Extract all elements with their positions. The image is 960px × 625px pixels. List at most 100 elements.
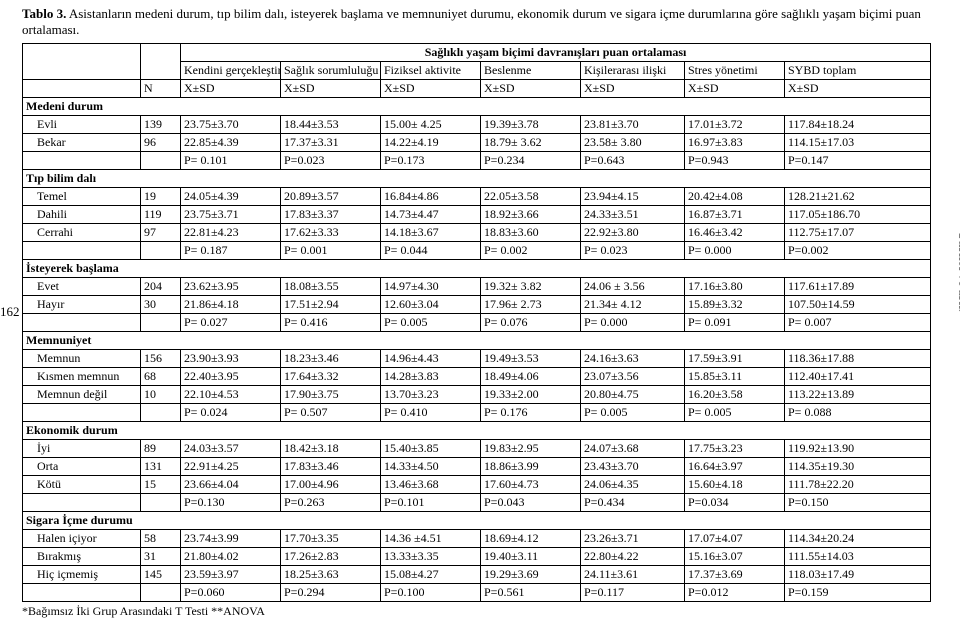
cell: P=0.234 [481,151,581,169]
cell: 15.08±4.27 [381,565,481,583]
cell: 24.16±3.63 [581,349,685,367]
col-s-4: X±SD [481,79,581,97]
cell: 128.21±21.62 [785,187,931,205]
cell: 18.86±3.99 [481,457,581,475]
cell: 23.75±3.71 [181,205,281,223]
section-header: Sigara İçme durumu [23,511,931,529]
cell: 18.44±3.53 [281,115,381,133]
cell: 112.40±17.41 [785,367,931,385]
row-n: 89 [141,439,181,457]
cell: 18.42±3.18 [281,439,381,457]
cell: P= 0.076 [481,313,581,331]
row-label: Kısmen memnun [23,367,141,385]
cell: 14.33±4.50 [381,457,481,475]
cell: 18.83±3.60 [481,223,581,241]
cell: 18.25±3.63 [281,565,381,583]
cell: 17.83±3.46 [281,457,381,475]
row-n [141,493,181,511]
cell: 15.16±3.07 [685,547,785,565]
cell: 17.62±3.33 [281,223,381,241]
cell: P= 0.176 [481,403,581,421]
row-label: Memnun değil [23,385,141,403]
col-h-6: SYBD toplam [785,61,931,79]
col-s-2: X±SD [281,79,381,97]
cell: 17.16±3.80 [685,277,785,295]
cell: 16.97±3.83 [685,133,785,151]
table-footnote: *Bağımsız İki Grup Arasındaki T Testi **… [22,604,952,619]
cell: 19.83±2.95 [481,439,581,457]
col-h-2: Fiziksel aktivite [381,61,481,79]
row-label: Evet [23,277,141,295]
cell: 17.70±3.35 [281,529,381,547]
row-n: 30 [141,295,181,313]
cell: 13.33±3.35 [381,547,481,565]
row-label [23,241,141,259]
cell: 14.36 ±4.51 [381,529,481,547]
table-caption: Tablo 3. Asistanların medeni durum, tıp … [22,6,952,39]
cell: 22.80±4.22 [581,547,685,565]
cell: 23.75±3.70 [181,115,281,133]
side-author-label: Türkol ve ark. [956,232,960,313]
section-header: İsteyerek başlama [23,259,931,277]
row-label [23,493,141,511]
cell: P=0.002 [785,241,931,259]
header-title: Sağlıklı yaşam biçimi davranışları puan … [181,43,931,61]
col-h-1: Sağlık sorumluluğu [281,61,381,79]
cell: 19.40±3.11 [481,547,581,565]
cell: 23.58± 3.80 [581,133,685,151]
cell: 24.06±4.35 [581,475,685,493]
cell: 15.40±3.85 [381,439,481,457]
col-s-1: X±SD [181,79,281,97]
section-header: Ekonomik durum [23,421,931,439]
row-n: 19 [141,187,181,205]
cell: P= 0.005 [381,313,481,331]
cell: 16.64±3.97 [685,457,785,475]
cell: 19.49±3.53 [481,349,581,367]
cell: 17.96± 2.73 [481,295,581,313]
cell: 24.03±3.57 [181,439,281,457]
cell: P= 0.088 [785,403,931,421]
cell: P=0.130 [181,493,281,511]
cell: 24.11±3.61 [581,565,685,583]
col-h-3: Beslenme [481,61,581,79]
cell: 118.36±17.88 [785,349,931,367]
cell: 17.37±3.31 [281,133,381,151]
cell: P=0.150 [785,493,931,511]
section-header: Tıp bilim dalı [23,169,931,187]
row-n: 139 [141,115,181,133]
cell: P=0.263 [281,493,381,511]
cell: P= 0.002 [481,241,581,259]
cell: 21.34± 4.12 [581,295,685,313]
row-label [23,583,141,601]
cell: 23.74±3.99 [181,529,281,547]
cell: 22.91±4.25 [181,457,281,475]
cell: 23.94±4.15 [581,187,685,205]
row-label: Cerrahi [23,223,141,241]
cell: P=0.173 [381,151,481,169]
cell: 17.37±3.69 [685,565,785,583]
cell: 23.26±3.71 [581,529,685,547]
cell: 16.20±3.58 [685,385,785,403]
row-n: 204 [141,277,181,295]
row-label: Bekar [23,133,141,151]
cell: 24.05±4.39 [181,187,281,205]
cell: 24.06 ± 3.56 [581,277,685,295]
cell: 114.15±17.03 [785,133,931,151]
cell: 22.05±3.58 [481,187,581,205]
row-n [141,313,181,331]
cell: 114.35±19.30 [785,457,931,475]
cell: 18.49±4.06 [481,367,581,385]
row-label: Temel [23,187,141,205]
cell: P=0.060 [181,583,281,601]
cell: 19.29±3.69 [481,565,581,583]
cell: 17.07±4.07 [685,529,785,547]
cell: 22.85±4.39 [181,133,281,151]
cell: 16.46±3.42 [685,223,785,241]
cell: 24.33±3.51 [581,205,685,223]
cell: P= 0.416 [281,313,381,331]
cell: 19.33±2.00 [481,385,581,403]
cell: P=0.159 [785,583,931,601]
cell: 18.08±3.55 [281,277,381,295]
row-n: 97 [141,223,181,241]
cell: P= 0.410 [381,403,481,421]
